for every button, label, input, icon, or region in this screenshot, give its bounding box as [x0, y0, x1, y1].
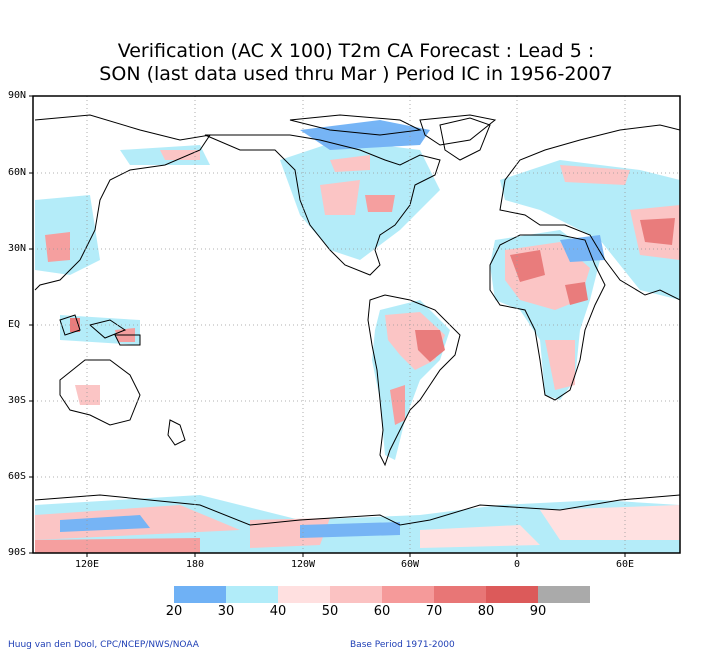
lon-label-0: 0 [513, 559, 521, 570]
lat-label-30n: 30N [8, 243, 27, 254]
graticule [33, 96, 680, 553]
lat-label-90n: 90N [8, 90, 27, 101]
colorbar-swatch-60 [382, 586, 434, 603]
lat-label-60s: 60S [8, 471, 27, 482]
colorbar-label-70: 70 [425, 604, 443, 619]
colorbar [174, 586, 590, 603]
credit-base-period: Base Period 1971-2000 [350, 640, 455, 650]
correlation-shading [35, 120, 680, 553]
colorbar-label-50: 50 [321, 604, 339, 619]
lat-label-90s: 90S [8, 547, 27, 558]
coastlines [34, 114, 681, 526]
colorbar-swatch-90 [538, 586, 590, 603]
colorbar-label-90: 90 [529, 604, 547, 619]
lon-label-180: 180 [185, 559, 205, 570]
colorbar-label-80: 80 [477, 604, 495, 619]
credit-author: Huug van den Dool, CPC/NCEP/NWS/NOAA [8, 640, 199, 650]
title-line-1: Verification (AC X 100) T2m CA Forecast … [117, 40, 595, 62]
colorbar-swatch-30 [226, 586, 278, 603]
colorbar-swatch-40 [278, 586, 330, 603]
tick-marks [29, 95, 626, 557]
lon-label-120e: 120E [74, 559, 100, 570]
lat-label-30s: 30S [8, 395, 27, 406]
colorbar-label-40: 40 [269, 604, 287, 619]
colorbar-swatch-20 [174, 586, 226, 603]
title-line-2: SON (last data used thru Mar ) Period IC… [99, 63, 613, 85]
lon-label-60e: 60E [615, 559, 635, 570]
colorbar-label-20: 20 [165, 604, 183, 619]
colorbar-swatch-50 [330, 586, 382, 603]
colorbar-label-30: 30 [217, 604, 235, 619]
colorbar-swatch-80 [486, 586, 538, 603]
lat-label-eq: EQ [8, 319, 21, 330]
colorbar-label-60: 60 [373, 604, 391, 619]
lon-label-120w: 120W [290, 559, 316, 570]
colorbar-swatch-70 [434, 586, 486, 603]
lon-label-60w: 60W [400, 559, 420, 570]
lat-label-60n: 60N [8, 167, 27, 178]
